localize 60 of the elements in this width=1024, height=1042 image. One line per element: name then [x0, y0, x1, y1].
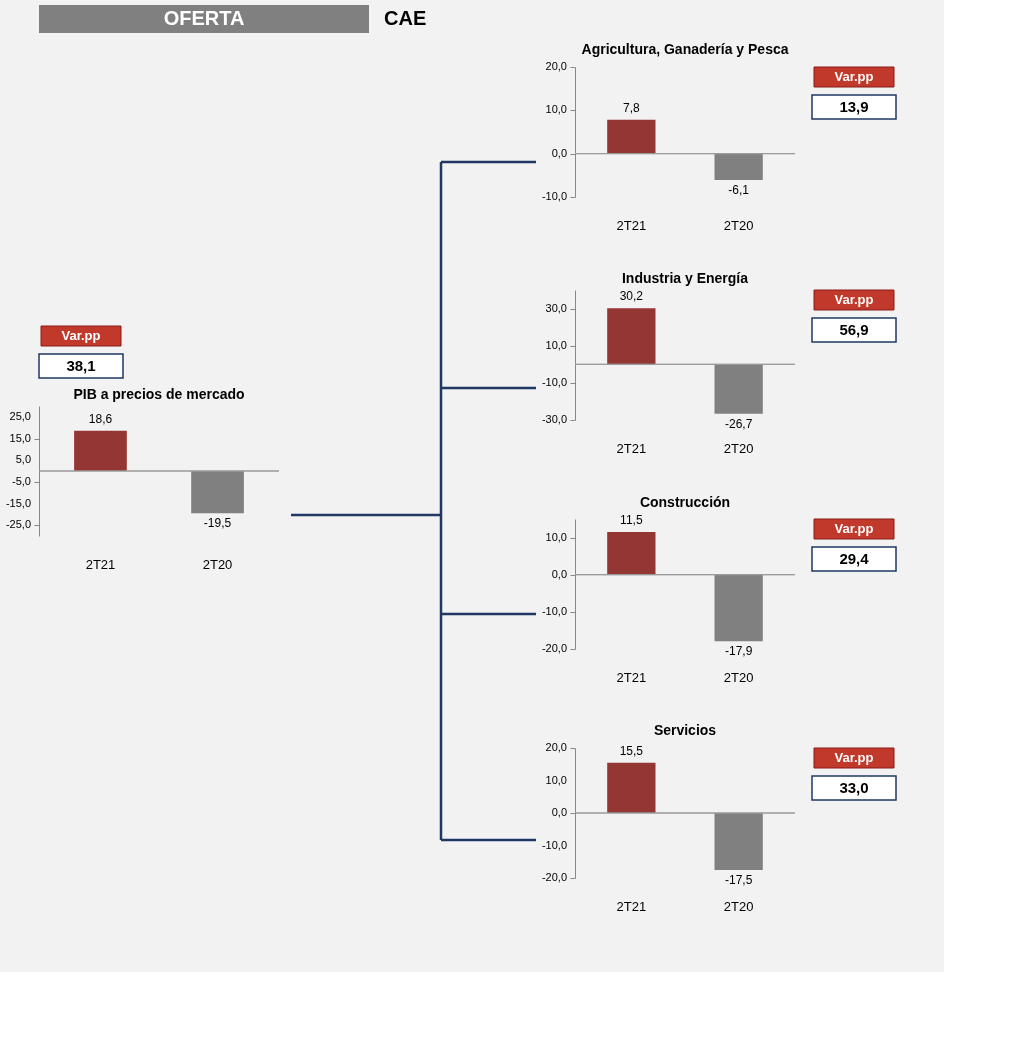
data-label: -19,5 [203, 516, 232, 531]
x-tick-label: 2T20 [202, 556, 233, 572]
y-tick-label: 25,0 [9, 409, 31, 422]
y-tick-label: -15,0 [5, 496, 31, 509]
y-tick-label: 0,0 [551, 146, 567, 159]
x-tick-label: 2T21 [85, 556, 116, 572]
y-tick-label: -25,0 [5, 518, 31, 531]
text: 33,0 [839, 779, 869, 796]
y-tick-label: 20,0 [545, 741, 567, 753]
x-tick-label: 2T21 [616, 669, 647, 685]
text: Var.pp [834, 521, 874, 536]
y-tick-label: 0,0 [551, 567, 567, 580]
text: Var.pp [61, 328, 101, 343]
chart-title: Agricultura, Ganadería y Pesca [581, 41, 789, 57]
data-label: 18,6 [88, 411, 113, 426]
y-tick-label: -10,0 [541, 604, 567, 617]
y-tick-label: -20,0 [541, 871, 567, 883]
text: 56,9 [839, 321, 869, 338]
data-label: -17,5 [724, 872, 753, 887]
y-tick-label: 10,0 [545, 773, 567, 786]
y-tick-label: 30,0 [545, 301, 567, 314]
y-tick-label: 5,0 [15, 453, 31, 466]
chart-title: PIB a precios de mercado [73, 386, 245, 402]
y-tick-label: -30,0 [541, 413, 567, 425]
y-tick-label: -5,0 [12, 474, 31, 487]
data-label: -6,1 [728, 183, 750, 198]
text: 29,4 [839, 550, 870, 567]
text: 13,9 [839, 98, 869, 115]
data-label: 30,2 [619, 289, 644, 304]
y-tick-label: 15,0 [9, 431, 31, 444]
text: Var.pp [834, 292, 874, 307]
chart-title: Industria y Energía [621, 270, 749, 286]
text: Var.pp [834, 750, 874, 765]
x-tick-label: 2T20 [723, 669, 754, 685]
x-tick-label: 2T20 [723, 898, 754, 914]
y-tick-label: 10,0 [545, 103, 567, 116]
y-tick-label: -10,0 [541, 190, 567, 202]
chart-title: Servicios [653, 722, 717, 738]
text: OFERTA [163, 7, 245, 29]
x-tick-label: 2T20 [723, 440, 754, 456]
x-tick-label: 2T21 [616, 440, 647, 456]
x-tick-label: 2T21 [616, 217, 647, 233]
data-label: -26,7 [724, 416, 753, 431]
data-label: 7,8 [623, 100, 641, 115]
y-tick-label: -10,0 [541, 375, 567, 388]
y-tick-label: -10,0 [541, 838, 567, 851]
y-tick-label: 0,0 [551, 806, 567, 818]
data-label: -17,9 [724, 644, 753, 659]
y-tick-label: 10,0 [545, 530, 567, 543]
x-tick-label: 2T20 [723, 217, 754, 233]
y-tick-label: 20,0 [545, 60, 567, 72]
text: Var.pp [834, 69, 874, 84]
text: 38,1 [66, 357, 96, 374]
y-tick-label: -20,0 [541, 642, 567, 654]
x-tick-label: 2T21 [616, 898, 647, 914]
chart-title: Construcción [639, 494, 731, 510]
y-tick-label: 10,0 [545, 338, 567, 351]
data-label: 11,5 [620, 513, 643, 527]
data-label: 15,5 [619, 743, 644, 758]
text: CAE [384, 7, 427, 29]
